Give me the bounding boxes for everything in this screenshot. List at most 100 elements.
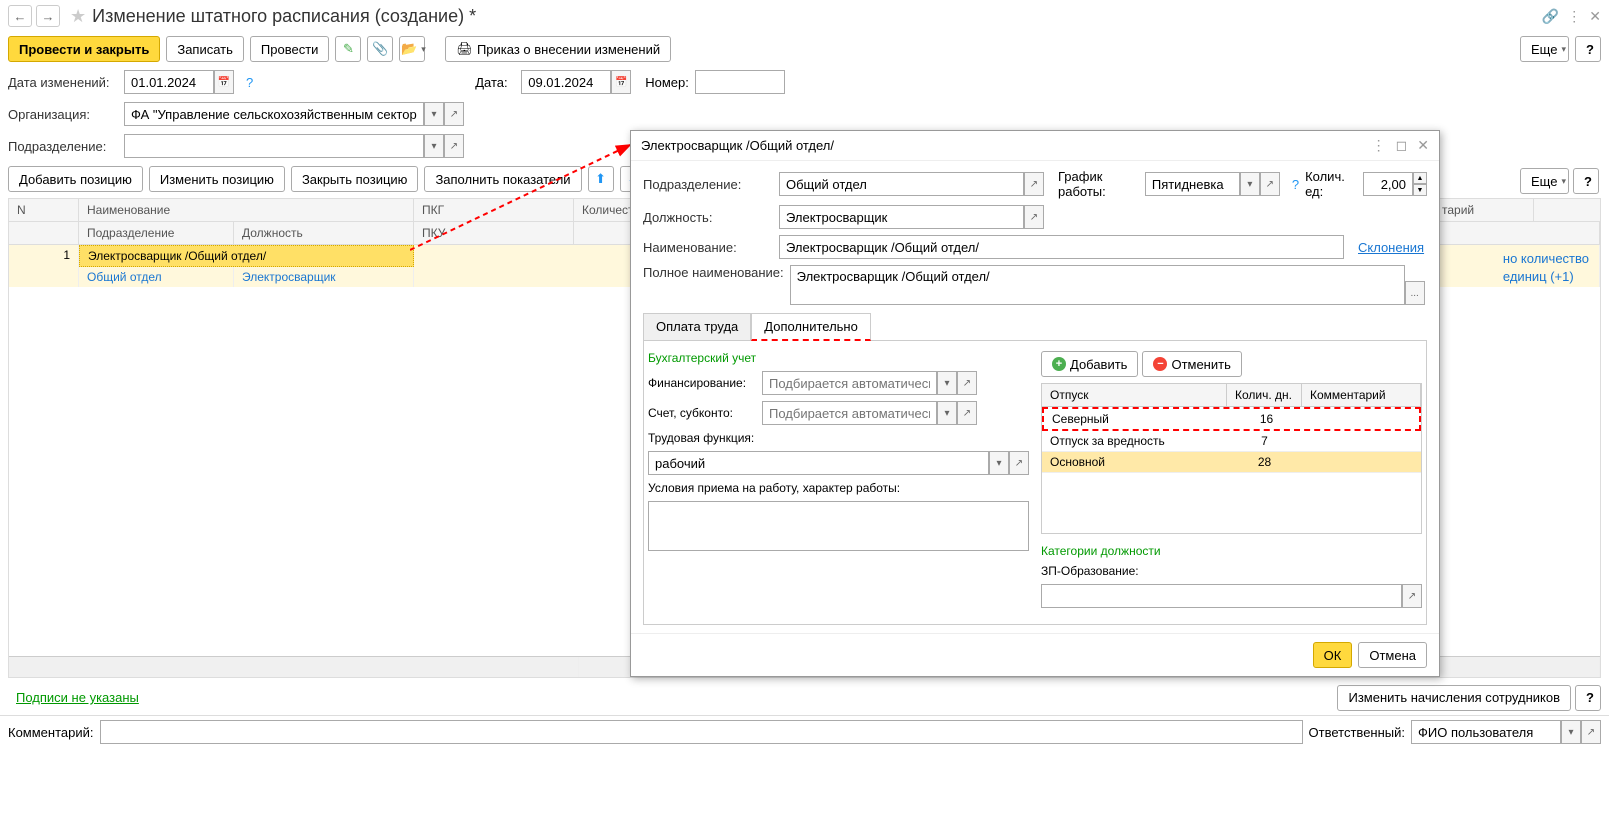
dlg-fullname-input[interactable] bbox=[790, 265, 1405, 305]
print-order-button[interactable]: 🖨 Приказ о внесении изменений bbox=[445, 36, 671, 62]
ok-button[interactable]: ОК bbox=[1313, 642, 1353, 668]
func-label: Трудовая функция: bbox=[648, 431, 1029, 445]
close-icon[interactable]: ✕ bbox=[1589, 8, 1601, 25]
add-vacation-button[interactable]: +Добавить bbox=[1041, 351, 1138, 377]
org-dropdown-button[interactable]: ▾ bbox=[424, 102, 444, 126]
attach-icon-button[interactable]: 📎 bbox=[367, 36, 393, 62]
date-input[interactable] bbox=[521, 70, 611, 94]
conditions-textarea[interactable] bbox=[648, 501, 1029, 551]
post-button[interactable]: Провести bbox=[250, 36, 330, 62]
dlg-pos-input[interactable] bbox=[779, 205, 1024, 229]
dlg-pos-open-button[interactable]: ↗ bbox=[1024, 205, 1044, 229]
zp-label: ЗП-Образование: bbox=[1041, 564, 1151, 578]
tab-payment[interactable]: Оплата труда bbox=[643, 313, 751, 340]
vacation-row[interactable]: Отпуск за вредность 7 bbox=[1042, 431, 1421, 452]
account-input[interactable] bbox=[762, 401, 937, 425]
window-title: Изменение штатного расписания (создание)… bbox=[92, 6, 476, 27]
vacation-row[interactable]: Основной 28 bbox=[1042, 452, 1421, 473]
dialog-maximize-icon[interactable]: ◻ bbox=[1396, 137, 1408, 154]
vacation-row[interactable]: Северный 16 bbox=[1042, 407, 1421, 431]
dlg-sched-help-icon[interactable]: ? bbox=[1292, 177, 1299, 192]
link-icon[interactable]: 🔗 bbox=[1542, 8, 1559, 25]
dlg-fullname-expand-button[interactable]: ... bbox=[1405, 281, 1425, 305]
write-button[interactable]: Записать bbox=[166, 36, 244, 62]
nav-forward-button[interactable]: → bbox=[36, 5, 60, 27]
financing-dropdown-button[interactable]: ▾ bbox=[937, 371, 957, 395]
org-open-button[interactable]: ↗ bbox=[444, 102, 464, 126]
add-position-button[interactable]: Добавить позицию bbox=[8, 166, 143, 192]
dlg-fullname-label: Полное наименование: bbox=[643, 265, 784, 280]
responsible-label: Ответственный: bbox=[1309, 725, 1405, 740]
declensions-link[interactable]: Склонения bbox=[1358, 240, 1424, 255]
org-input[interactable] bbox=[124, 102, 424, 126]
change-assignments-button[interactable]: Изменить начисления сотрудников bbox=[1337, 685, 1571, 711]
dept-open-button[interactable]: ↗ bbox=[444, 134, 464, 158]
units-up-button[interactable]: ▲ bbox=[1413, 172, 1427, 184]
account-dropdown-button[interactable]: ▾ bbox=[937, 401, 957, 425]
fill-button[interactable]: Заполнить показатели bbox=[424, 166, 581, 192]
th-pku: ПКУ bbox=[414, 222, 574, 244]
th-pos: Должность bbox=[234, 222, 414, 244]
change-date-calendar-button[interactable]: 📅 bbox=[214, 70, 234, 94]
check-icon-button[interactable]: ✎ bbox=[335, 36, 361, 62]
cell-pos[interactable]: Электросварщик bbox=[234, 267, 414, 287]
units-down-button[interactable]: ▼ bbox=[1413, 184, 1427, 196]
number-input[interactable] bbox=[695, 70, 785, 94]
dept-dropdown-button[interactable]: ▾ bbox=[424, 134, 444, 158]
th-name: Наименование bbox=[79, 199, 414, 221]
comment-label: Комментарий: bbox=[8, 725, 94, 740]
dlg-name-input[interactable] bbox=[779, 235, 1344, 259]
assign-help-button[interactable]: ? bbox=[1575, 685, 1601, 711]
dlg-dept-label: Подразделение: bbox=[643, 177, 773, 192]
cancel-vacation-button[interactable]: −Отменить bbox=[1142, 351, 1241, 377]
th-dept: Подразделение bbox=[79, 222, 234, 244]
grid-more-button[interactable]: Еще bbox=[1520, 168, 1569, 194]
cell-dept[interactable]: Общий отдел bbox=[79, 267, 234, 287]
tab-additional[interactable]: Дополнительно bbox=[751, 313, 871, 341]
dlg-sched-dropdown-button[interactable]: ▾ bbox=[1240, 172, 1260, 196]
responsible-open-button[interactable]: ↗ bbox=[1581, 720, 1601, 744]
cell-name[interactable]: Электросварщик /Общий отдел/ bbox=[79, 245, 414, 267]
func-open-button[interactable]: ↗ bbox=[1009, 451, 1029, 475]
close-position-button[interactable]: Закрыть позицию bbox=[291, 166, 419, 192]
signatures-link[interactable]: Подписи не указаны bbox=[8, 682, 147, 713]
dlg-dept-input[interactable] bbox=[779, 172, 1024, 196]
date-calendar-button[interactable]: 📅 bbox=[611, 70, 631, 94]
dlg-units-input[interactable] bbox=[1363, 172, 1413, 196]
help-icon[interactable]: ? bbox=[246, 75, 253, 90]
side-info-text: но количество единиц (+1) bbox=[1503, 250, 1589, 286]
responsible-dropdown-button[interactable]: ▾ bbox=[1561, 720, 1581, 744]
nav-back-button[interactable]: ← bbox=[8, 5, 32, 27]
folder-icon-button[interactable]: 📂 bbox=[399, 36, 425, 62]
func-input[interactable] bbox=[648, 451, 989, 475]
edit-position-button[interactable]: Изменить позицию bbox=[149, 166, 285, 192]
help-button[interactable]: ? bbox=[1575, 36, 1601, 62]
dlg-sched-open-button[interactable]: ↗ bbox=[1260, 172, 1280, 196]
financing-open-button[interactable]: ↗ bbox=[957, 371, 977, 395]
menu-icon[interactable]: ⋮ bbox=[1567, 8, 1581, 25]
func-dropdown-button[interactable]: ▾ bbox=[989, 451, 1009, 475]
grid-help-button[interactable]: ? bbox=[1573, 168, 1599, 194]
zp-open-button[interactable]: ↗ bbox=[1402, 584, 1422, 608]
dlg-sched-input[interactable] bbox=[1145, 172, 1240, 196]
financing-input[interactable] bbox=[762, 371, 937, 395]
dept-input[interactable] bbox=[124, 134, 424, 158]
dlg-name-label: Наименование: bbox=[643, 240, 773, 255]
post-and-close-button[interactable]: Провести и закрыть bbox=[8, 36, 160, 62]
favorite-icon[interactable]: ★ bbox=[70, 6, 86, 27]
zp-input[interactable] bbox=[1041, 584, 1402, 608]
dialog-menu-icon[interactable]: ⋮ bbox=[1372, 137, 1386, 154]
change-date-input[interactable] bbox=[124, 70, 214, 94]
th-n: N bbox=[9, 199, 79, 221]
dialog-close-icon[interactable]: ✕ bbox=[1417, 137, 1429, 154]
account-label: Счет, субконто: bbox=[648, 406, 758, 420]
dlg-dept-open-button[interactable]: ↗ bbox=[1024, 172, 1044, 196]
responsible-input[interactable] bbox=[1411, 720, 1561, 744]
more-button[interactable]: Еще bbox=[1520, 36, 1569, 62]
account-open-button[interactable]: ↗ bbox=[957, 401, 977, 425]
cell-n: 1 bbox=[9, 245, 79, 267]
date-label: Дата: bbox=[475, 75, 515, 90]
cancel-button[interactable]: Отмена bbox=[1358, 642, 1427, 668]
comment-input[interactable] bbox=[100, 720, 1303, 744]
move-up-button[interactable]: ⬆ bbox=[588, 166, 614, 192]
